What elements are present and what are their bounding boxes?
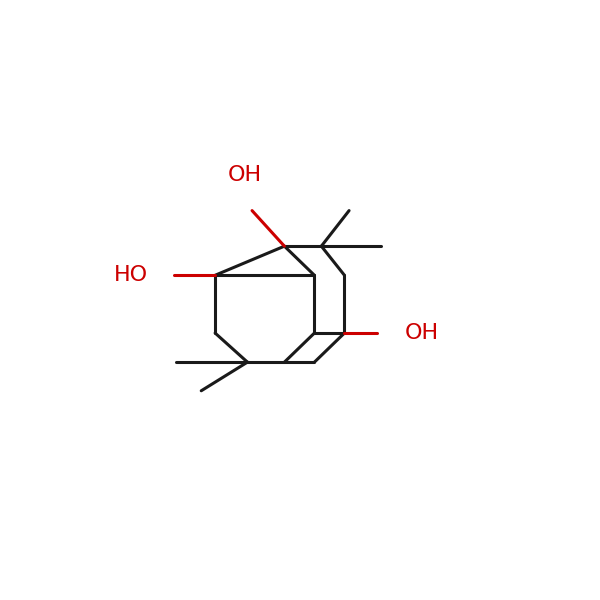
Text: HO: HO: [114, 265, 148, 285]
Text: OH: OH: [404, 323, 439, 343]
Text: OH: OH: [228, 165, 262, 185]
